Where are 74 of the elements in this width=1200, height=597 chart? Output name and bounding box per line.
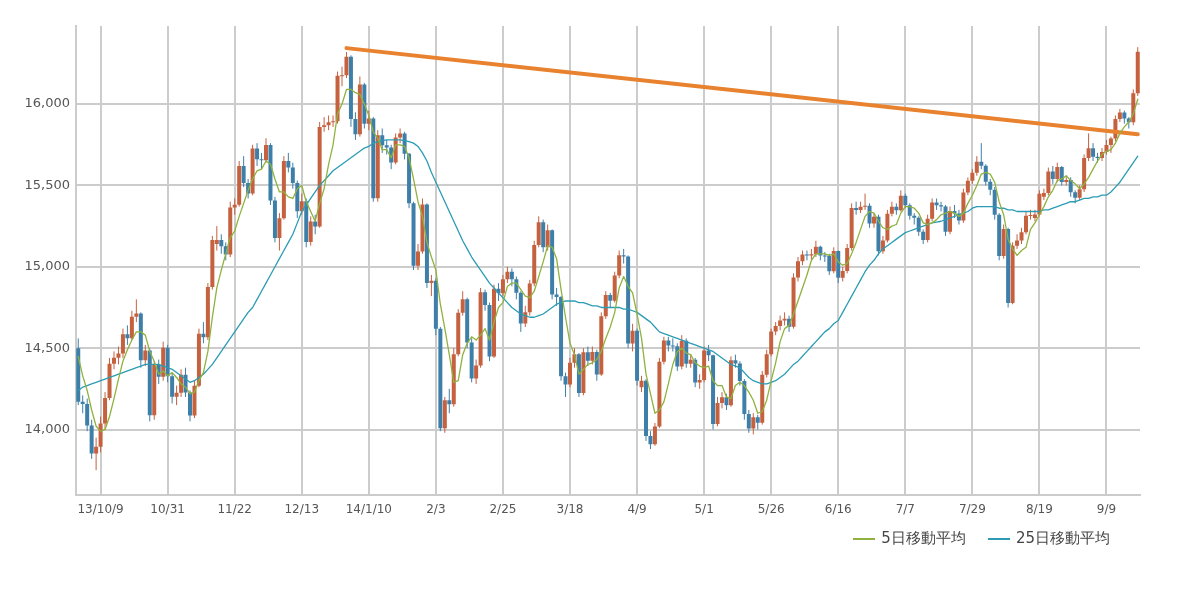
candlestick	[751, 412, 756, 435]
candlestick	[125, 324, 130, 346]
candlestick	[912, 212, 917, 225]
candlestick	[778, 315, 783, 331]
x-tick-label: 11/22	[217, 501, 252, 516]
candlestick	[594, 349, 599, 382]
x-tick-label: 12/13	[284, 501, 320, 516]
candlestick	[889, 201, 894, 217]
y-tick-label: 14,000	[24, 420, 70, 436]
candlestick	[769, 328, 774, 357]
x-tick-label: 7/7	[895, 501, 915, 516]
candlestick	[764, 349, 769, 378]
x-tick-label: 14/1/10	[345, 501, 392, 516]
candlestick	[867, 202, 872, 229]
candlestick	[129, 310, 134, 341]
candlestick	[568, 357, 572, 388]
x-tick-label: 7/29	[958, 501, 986, 516]
candlestick	[1117, 108, 1122, 123]
candlestick	[898, 189, 903, 212]
x-tick-label: 10/31	[150, 501, 185, 516]
candlestick	[299, 193, 304, 216]
y-tick-label: 15,000	[24, 258, 70, 274]
candlestick	[447, 388, 452, 414]
legend-label: 25日移動平均	[1015, 529, 1110, 548]
x-tick-label: 2/25	[489, 501, 517, 516]
candlestick	[308, 215, 313, 247]
candlestick	[603, 290, 608, 320]
candlestick	[831, 246, 836, 274]
x-tick-label: 13/10/9	[77, 501, 124, 516]
candlestick	[219, 233, 224, 255]
legend-label: 5日移動平均	[881, 529, 966, 548]
x-tick-label: 9/9	[1096, 501, 1117, 516]
candlestick	[715, 396, 720, 427]
candlestick	[500, 274, 505, 297]
candlestick	[1046, 167, 1051, 196]
candlestick	[1086, 132, 1091, 162]
candlestick	[1091, 142, 1096, 162]
candlestick	[630, 323, 635, 352]
candlestick	[854, 201, 859, 216]
candlestick	[827, 253, 832, 276]
candlestick	[286, 152, 291, 173]
candlestick	[536, 215, 541, 248]
candlestick	[331, 114, 336, 128]
x-tick-label: 6/16	[824, 501, 852, 516]
candlestick	[483, 289, 488, 312]
y-tick-label: 15,500	[24, 176, 70, 192]
x-tick-label: 8/19	[1025, 501, 1053, 516]
candlestick	[617, 250, 622, 279]
candlestick	[974, 155, 979, 177]
x-tick-label: 5/26	[757, 501, 785, 516]
candlestick	[845, 243, 850, 274]
x-tick-label: 2/3	[426, 501, 446, 516]
candlestick	[661, 336, 666, 365]
x-tick-label: 4/9	[627, 501, 647, 516]
candlestick	[746, 409, 751, 434]
x-tick-label: 3/18	[556, 501, 584, 516]
candlestick	[460, 290, 465, 317]
candlestick	[290, 162, 295, 190]
candlestick	[939, 201, 944, 212]
candlestick	[264, 137, 268, 164]
candlestick	[545, 224, 550, 252]
candlestick	[143, 344, 148, 367]
y-tick-label: 16,000	[24, 95, 70, 111]
y-tick-label: 14,500	[24, 339, 70, 355]
candlestick	[474, 359, 479, 385]
candlestick	[255, 142, 260, 167]
x-tick-label: 5/1	[694, 501, 714, 516]
candlestick	[85, 398, 90, 432]
candlestick	[120, 328, 125, 359]
candlestick	[979, 142, 984, 170]
candlestick	[585, 346, 590, 367]
candlestick	[804, 250, 809, 261]
candlestick	[277, 212, 282, 252]
candlestick	[563, 372, 568, 398]
